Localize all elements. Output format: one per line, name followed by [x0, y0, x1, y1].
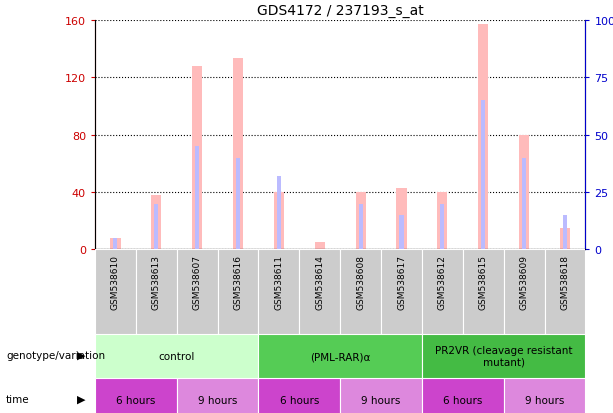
Bar	[274, 192, 284, 250]
Bar	[463, 250, 504, 335]
Bar	[192, 66, 202, 250]
Text: GSM538609: GSM538609	[520, 254, 528, 309]
Bar	[110, 238, 121, 250]
Text: 9 hours: 9 hours	[362, 394, 401, 405]
Text: genotype/variation: genotype/variation	[6, 350, 105, 360]
Text: GSM538610: GSM538610	[111, 254, 120, 309]
Text: GSM538616: GSM538616	[234, 254, 243, 309]
Bar	[397, 188, 406, 250]
Bar	[422, 378, 504, 413]
Text: GSM538614: GSM538614	[315, 254, 324, 309]
Text: 9 hours: 9 hours	[198, 394, 237, 405]
Bar	[422, 250, 463, 335]
Bar	[359, 204, 363, 250]
Text: PR2VR (cleavage resistant
mutant): PR2VR (cleavage resistant mutant)	[435, 345, 573, 367]
Text: GSM538615: GSM538615	[479, 254, 488, 309]
Bar	[544, 250, 585, 335]
Bar	[95, 250, 136, 335]
Text: 9 hours: 9 hours	[525, 394, 564, 405]
Text: 6 hours: 6 hours	[116, 394, 156, 405]
Bar	[440, 204, 444, 250]
Bar	[259, 335, 422, 378]
Bar	[154, 204, 158, 250]
Bar	[95, 335, 259, 378]
Bar	[195, 147, 199, 250]
Text: 6 hours: 6 hours	[443, 394, 482, 405]
Bar	[381, 250, 422, 335]
Bar	[95, 378, 177, 413]
Text: GSM538611: GSM538611	[275, 254, 283, 309]
Bar	[340, 378, 422, 413]
Text: GSM538617: GSM538617	[397, 254, 406, 309]
Text: GSM538607: GSM538607	[192, 254, 202, 309]
Text: 6 hours: 6 hours	[280, 394, 319, 405]
Bar	[277, 176, 281, 250]
Bar	[400, 216, 403, 250]
Text: control: control	[159, 351, 195, 361]
Text: GSM538612: GSM538612	[438, 254, 447, 309]
Bar	[340, 250, 381, 335]
Bar	[151, 195, 161, 250]
Bar	[177, 378, 259, 413]
Bar	[177, 250, 218, 335]
Bar	[519, 135, 529, 250]
Bar	[356, 192, 366, 250]
Bar	[522, 158, 526, 250]
Text: time: time	[6, 394, 30, 404]
Title: GDS4172 / 237193_s_at: GDS4172 / 237193_s_at	[257, 4, 424, 18]
Bar	[437, 192, 447, 250]
Bar	[233, 59, 243, 250]
Text: GSM538608: GSM538608	[356, 254, 365, 309]
Bar	[560, 228, 570, 250]
Text: GSM538618: GSM538618	[560, 254, 569, 309]
Bar	[478, 25, 489, 250]
Text: (PML-RAR)α: (PML-RAR)α	[310, 351, 370, 361]
Bar	[299, 250, 340, 335]
Bar	[504, 250, 544, 335]
Bar	[563, 216, 567, 250]
Bar	[259, 250, 299, 335]
Bar	[259, 378, 340, 413]
Bar	[504, 378, 585, 413]
Text: ▶: ▶	[77, 394, 86, 404]
Bar	[422, 335, 585, 378]
Bar	[481, 101, 485, 250]
Bar	[236, 158, 240, 250]
Bar	[218, 250, 259, 335]
Bar	[136, 250, 177, 335]
Text: ▶: ▶	[77, 350, 86, 360]
Bar	[113, 238, 118, 250]
Bar	[314, 243, 325, 250]
Text: GSM538613: GSM538613	[152, 254, 161, 309]
